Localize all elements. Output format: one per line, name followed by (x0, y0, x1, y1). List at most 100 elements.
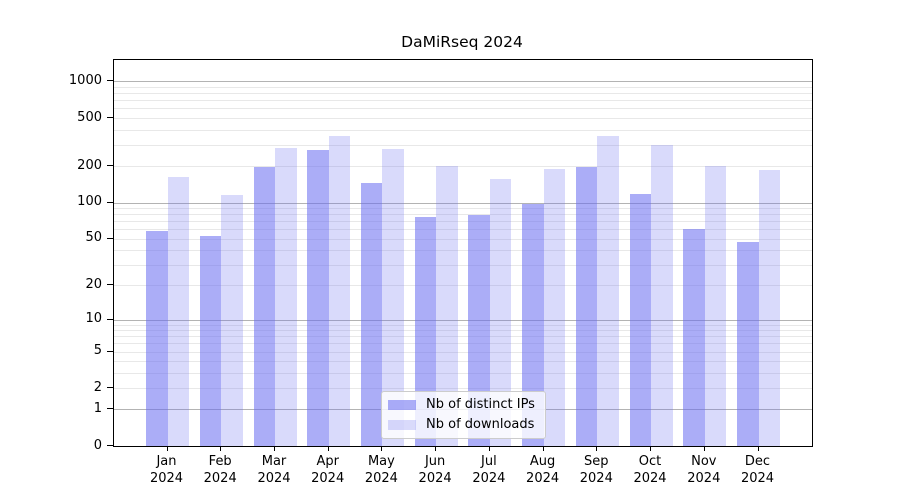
bar-downloads-oct (651, 144, 673, 446)
bar-downloads-mar (275, 147, 297, 446)
y-tick-label-10: 10 (85, 311, 102, 326)
y-tick-label-100: 100 (77, 194, 102, 209)
bar-distinct-ips-apr (307, 150, 329, 446)
bar-downloads-feb (221, 195, 243, 446)
gridline-8 (114, 330, 812, 332)
gridline-100 (114, 202, 812, 204)
y-tick-2 (107, 387, 113, 388)
bar-downloads-apr (328, 136, 351, 446)
legend-label-distinct-ips: Nb of distinct IPs (426, 397, 535, 412)
gridline-50 (114, 238, 812, 240)
gridline-4 (114, 361, 812, 363)
gridline-400 (114, 129, 812, 131)
gridline-200 (114, 166, 812, 168)
gridline-700 (114, 100, 812, 102)
bar-distinct-ips-oct (629, 194, 651, 446)
gridline-70 (114, 221, 812, 223)
y-tick-label-200: 200 (77, 157, 102, 173)
y-tick-1 (107, 408, 113, 410)
y-tick-label-0: 0 (93, 437, 102, 453)
bar-downloads-aug (543, 168, 566, 446)
gridline-800 (114, 93, 812, 95)
gridline-80 (114, 214, 812, 216)
y-tick-200 (107, 165, 113, 167)
bar-distinct-ips-aug (522, 203, 544, 446)
x-tick-jun (435, 446, 437, 451)
legend-swatch-distinct-ips (388, 400, 416, 410)
x-tick-nov (703, 446, 705, 451)
gridline-90 (114, 208, 812, 209)
x-tick-label-jul: Jul 2024 (472, 454, 506, 486)
y-tick-20 (107, 284, 113, 286)
y-tick-500 (107, 117, 113, 118)
gridline-2 (114, 388, 812, 389)
bar-distinct-ips-jul (468, 214, 490, 446)
legend-label-downloads: Nb of downloads (426, 417, 535, 432)
y-tick-10 (107, 318, 113, 320)
gridline-40 (114, 250, 812, 251)
x-tick-jul (488, 446, 490, 451)
x-tick-may (381, 446, 383, 451)
bar-downloads-may (382, 148, 404, 446)
gridline-10 (114, 319, 812, 321)
y-tick-label-2: 2 (93, 379, 102, 395)
bar-downloads-jul (489, 178, 512, 446)
x-tick-label-mar: Mar 2024 (257, 454, 291, 486)
legend-swatch-downloads (388, 420, 416, 430)
x-tick-apr (327, 446, 329, 451)
gridline-7 (114, 336, 812, 338)
y-tick-50 (107, 237, 113, 239)
y-tick-label-500: 500 (77, 109, 102, 125)
x-tick-mar (274, 446, 275, 451)
gridline-30 (114, 264, 812, 266)
x-tick-aug (542, 446, 544, 451)
bar-downloads-jan (167, 176, 189, 446)
gridline-9 (114, 324, 812, 326)
x-tick-label-aug: Aug 2024 (526, 454, 560, 486)
bar-distinct-ips-nov (683, 229, 705, 446)
bar-distinct-ips-jan (146, 230, 168, 446)
x-tick-label-jan: Jan 2024 (149, 454, 184, 486)
y-tick-label-5: 5 (93, 343, 102, 358)
bar-distinct-ips-jun (414, 216, 437, 446)
bar-distinct-ips-dec (737, 241, 759, 446)
gridline-600 (114, 108, 812, 110)
bar-downloads-dec (758, 170, 780, 446)
bar-distinct-ips-mar (253, 166, 275, 446)
y-tick-label-50: 50 (85, 230, 102, 245)
x-tick-label-sep: Sep 2024 (579, 454, 613, 486)
y-tick-0 (107, 445, 113, 446)
bar-distinct-ips-may (360, 183, 383, 446)
x-tick-dec (757, 446, 759, 451)
bar-downloads-jun (436, 166, 458, 446)
x-tick-feb (220, 446, 222, 451)
y-tick-label-1: 1 (93, 400, 102, 416)
x-tick-label-dec: Dec 2024 (740, 454, 775, 486)
x-tick-label-feb: Feb 2024 (203, 454, 237, 486)
y-tick-1000 (107, 80, 113, 82)
x-tick-jan (166, 446, 168, 451)
gridline-3 (114, 372, 812, 374)
legend-entry-distinct-ips: Nb of distinct IPs (388, 398, 535, 412)
plot-area: Nb of distinct IPs Nb of downloads (113, 59, 813, 447)
y-tick-label-20: 20 (85, 276, 102, 292)
bar-distinct-ips-sep (575, 166, 598, 446)
y-tick-5 (107, 350, 113, 352)
x-tick-label-apr: Apr 2024 (311, 454, 345, 486)
gridline-6 (114, 343, 812, 345)
gridline-20 (114, 285, 812, 287)
x-tick-label-oct: Oct 2024 (633, 454, 667, 486)
x-tick-oct (650, 446, 651, 451)
gridline-300 (114, 144, 812, 146)
x-tick-label-nov: Nov 2024 (687, 454, 721, 486)
x-tick-label-jun: Jun 2024 (418, 454, 452, 486)
bar-downloads-nov (704, 165, 727, 446)
gridline-500 (114, 118, 812, 119)
gridline-900 (114, 87, 812, 88)
x-tick-sep (596, 446, 598, 451)
y-tick-100 (107, 201, 113, 203)
legend-entry-downloads: Nb of downloads (388, 418, 535, 432)
bar-downloads-sep (597, 135, 619, 446)
gridline-5 (114, 351, 812, 353)
